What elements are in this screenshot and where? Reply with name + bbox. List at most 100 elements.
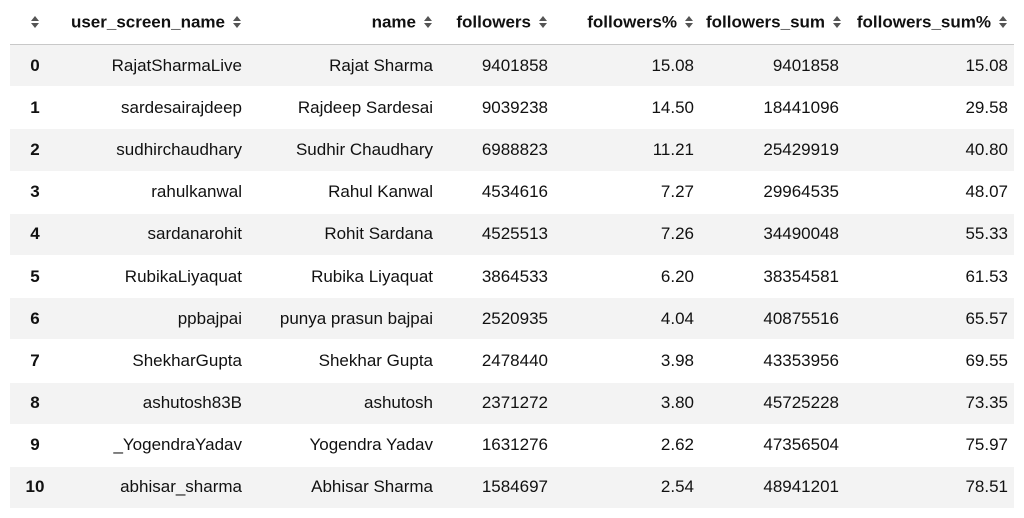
- cell-followers-pct: 2.54: [554, 466, 700, 510]
- table-header-row: user_screen_name name followers followers% f…: [10, 0, 1014, 45]
- column-header-user-screen-name[interactable]: user_screen_name: [60, 0, 248, 45]
- cell-index: 4: [10, 213, 60, 256]
- table-row: 1 sardesairajdeep Rajdeep Sardesai 9039238 1…: [10, 86, 1014, 130]
- cell-name: ashutosh: [248, 382, 439, 425]
- cell-index: 2: [10, 128, 60, 172]
- cell-followers-sum-pct: 29.58: [845, 86, 1014, 130]
- cell-followers: 4525513: [439, 213, 554, 256]
- cell-followers-sum-pct: 69.55: [845, 339, 1014, 383]
- cell-user-screen-name: sardanarohit: [60, 213, 248, 256]
- cell-user-screen-name: RajatSharmaLive: [60, 44, 248, 88]
- cell-user-screen-name: sardesairajdeep: [60, 86, 248, 130]
- column-header-label: followers%: [587, 12, 677, 32]
- sort-updown-icon[interactable]: [684, 15, 694, 29]
- cell-name: Shekhar Gupta: [248, 339, 439, 383]
- cell-user-screen-name: sudhirchaudhary: [60, 128, 248, 172]
- cell-name: Rajat Sharma: [248, 44, 439, 88]
- cell-followers-pct: 7.27: [554, 171, 700, 214]
- column-header-index[interactable]: [10, 0, 60, 45]
- cell-followers: 1631276: [439, 424, 554, 467]
- cell-user-screen-name: ashutosh83B: [60, 382, 248, 425]
- cell-followers-sum: 45725228: [700, 382, 845, 425]
- cell-followers-pct: 3.98: [554, 339, 700, 383]
- cell-followers-sum: 18441096: [700, 86, 845, 130]
- column-header-label: followers_sum%: [856, 12, 991, 32]
- cell-name: Rubika Liyaquat: [248, 255, 439, 299]
- column-header-followers-sum-pct[interactable]: followers_sum%: [845, 0, 1014, 45]
- cell-followers-sum-pct: 65.57: [845, 297, 1014, 341]
- cell-followers: 4534616: [439, 171, 554, 214]
- sort-updown-icon[interactable]: [30, 15, 40, 29]
- cell-index: 1: [10, 86, 60, 130]
- cell-followers: 9401858: [439, 44, 554, 88]
- cell-followers-sum: 43353956: [700, 339, 845, 383]
- cell-user-screen-name: ppbajpai: [60, 297, 248, 341]
- cell-followers: 6988823: [439, 128, 554, 172]
- data-table: user_screen_name name followers followers% f…: [10, 0, 1014, 510]
- sort-updown-icon[interactable]: [423, 15, 433, 29]
- table-row: 8 ashutosh83B ashutosh 2371272 3.80 45725228 7…: [10, 382, 1014, 425]
- cell-followers-pct: 6.20: [554, 255, 700, 299]
- cell-followers-sum: 47356504: [700, 424, 845, 467]
- cell-followers-sum-pct: 55.33: [845, 213, 1014, 256]
- table-row: 9 _YogendraYadav Yogendra Yadav 1631276 2.62…: [10, 424, 1014, 467]
- cell-followers-sum: 40875516: [700, 297, 845, 341]
- cell-followers-sum-pct: 40.80: [845, 128, 1014, 172]
- cell-followers: 1584697: [439, 466, 554, 510]
- sort-updown-icon[interactable]: [538, 15, 548, 29]
- cell-name: Rohit Sardana: [248, 213, 439, 256]
- sort-updown-icon[interactable]: [998, 15, 1008, 29]
- table-row: 10 abhisar_sharma Abhisar Sharma 1584697 2.5…: [10, 466, 1014, 510]
- cell-followers: 9039238: [439, 86, 554, 130]
- cell-followers-pct: 14.50: [554, 86, 700, 130]
- cell-index: 6: [10, 297, 60, 341]
- column-header-label: user_screen_name: [70, 12, 225, 32]
- cell-name: Yogendra Yadav: [248, 424, 439, 467]
- cell-followers: 2478440: [439, 339, 554, 383]
- cell-followers-sum: 29964535: [700, 171, 845, 214]
- sort-updown-icon[interactable]: [232, 15, 242, 29]
- column-header-followers-pct[interactable]: followers%: [554, 0, 700, 45]
- column-header-label: followers_sum: [706, 12, 826, 32]
- column-header-label: name: [371, 12, 416, 32]
- table-row: 2 sudhirchaudhary Sudhir Chaudhary 6988823 1…: [10, 128, 1014, 172]
- cell-followers-pct: 11.21: [554, 128, 700, 172]
- cell-name: Abhisar Sharma: [248, 466, 439, 510]
- cell-name: Sudhir Chaudhary: [248, 128, 439, 172]
- column-header-followers-sum[interactable]: followers_sum: [700, 0, 845, 45]
- cell-followers: 2520935: [439, 297, 554, 341]
- cell-index: 0: [10, 44, 60, 88]
- cell-followers-sum: 34490048: [700, 213, 845, 256]
- cell-user-screen-name: abhisar_sharma: [60, 466, 248, 510]
- cell-index: 7: [10, 339, 60, 383]
- cell-followers-sum-pct: 48.07: [845, 171, 1014, 214]
- cell-followers-sum: 48941201: [700, 466, 845, 510]
- cell-user-screen-name: _YogendraYadav: [60, 424, 248, 467]
- cell-followers-pct: 4.04: [554, 297, 700, 341]
- cell-followers-sum-pct: 15.08: [845, 44, 1014, 88]
- table-body: 0 RajatSharmaLive Rajat Sharma 9401858 15.08…: [10, 44, 1014, 510]
- cell-followers-sum-pct: 75.97: [845, 424, 1014, 467]
- cell-name: punya prasun bajpai: [248, 297, 439, 341]
- cell-index: 9: [10, 424, 60, 467]
- cell-followers-pct: 7.26: [554, 213, 700, 256]
- sort-updown-icon[interactable]: [832, 15, 842, 29]
- cell-followers-sum-pct: 78.51: [845, 466, 1014, 510]
- cell-followers-pct: 2.62: [554, 424, 700, 467]
- table-row: 6 ppbajpai punya prasun bajpai 2520935 4.04 4…: [10, 297, 1014, 341]
- cell-name: Rahul Kanwal: [248, 171, 439, 214]
- cell-followers-sum: 38354581: [700, 255, 845, 299]
- cell-followers: 3864533: [439, 255, 554, 299]
- cell-index: 10: [10, 466, 60, 510]
- cell-user-screen-name: RubikaLiyaquat: [60, 255, 248, 299]
- column-header-name[interactable]: name: [248, 0, 439, 45]
- cell-followers-sum: 9401858: [700, 44, 845, 88]
- column-header-followers[interactable]: followers: [439, 0, 554, 45]
- table-row: 0 RajatSharmaLive Rajat Sharma 9401858 15.08…: [10, 44, 1014, 88]
- table-row: 7 ShekharGupta Shekhar Gupta 2478440 3.98 433…: [10, 339, 1014, 383]
- cell-name: Rajdeep Sardesai: [248, 86, 439, 130]
- cell-followers-pct: 3.80: [554, 382, 700, 425]
- cell-followers-sum-pct: 61.53: [845, 255, 1014, 299]
- cell-followers-pct: 15.08: [554, 44, 700, 88]
- cell-index: 8: [10, 382, 60, 425]
